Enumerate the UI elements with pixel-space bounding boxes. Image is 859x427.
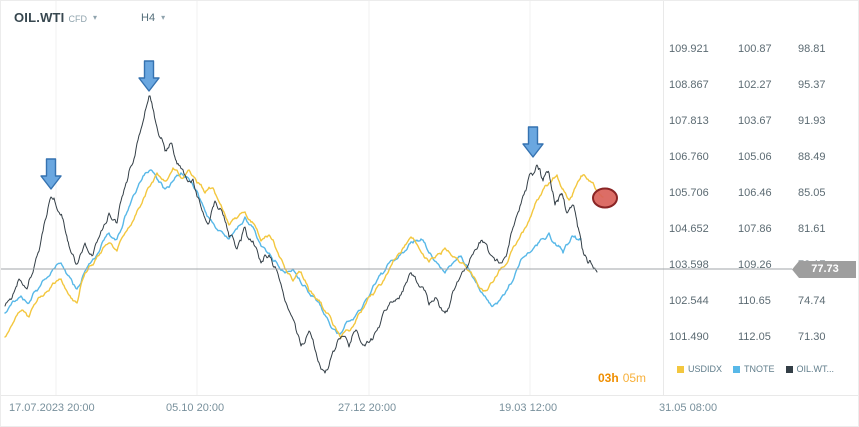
timeframe-label: H4: [141, 11, 156, 24]
down-arrow-annotation[interactable]: [138, 60, 160, 92]
legend-swatch-icon: [733, 365, 741, 373]
legend-item-TNOTE[interactable]: TNOTE: [733, 364, 775, 374]
candle-countdown: 03h 05m: [598, 371, 646, 385]
axis-divider: [1, 395, 858, 396]
series-line-OIL.WTI: [4, 95, 598, 374]
ellipse-annotation[interactable]: [592, 187, 618, 209]
instrument-symbol[interactable]: OIL.WTI: [14, 10, 65, 25]
current-price-value: 77.73: [811, 263, 839, 275]
legend-swatch-icon: [677, 365, 684, 373]
legend-item-USDIDX[interactable]: USDIDX: [677, 364, 722, 374]
legend-label: TNOTE: [744, 364, 775, 374]
chevron-down-icon[interactable]: ▾: [93, 13, 98, 22]
legend-label: USDIDX: [688, 364, 723, 374]
chart-legend: USDIDX TNOTE OIL.WT...: [677, 364, 834, 374]
legend-label: OIL.WT...: [796, 364, 835, 374]
down-arrow-annotation[interactable]: [40, 158, 62, 190]
series-line-TNOTE: [4, 169, 582, 335]
instrument-header: OIL.WTI CFD ▾ H4 ▾: [14, 10, 165, 25]
timeframe-select[interactable]: H4 ▾: [141, 12, 165, 24]
current-price-badge: 77.73: [792, 261, 856, 278]
down-arrow-annotation[interactable]: [522, 126, 544, 158]
legend-item-OILWT[interactable]: OIL.WT...: [785, 364, 835, 374]
series-line-USDIDX: [4, 167, 604, 339]
instrument-type-label: CFD: [68, 13, 88, 24]
panel-divider: [663, 1, 664, 395]
legend-swatch-icon: [785, 365, 793, 373]
countdown-minutes: 05m: [622, 371, 647, 385]
countdown-hours: 03h: [598, 371, 619, 385]
chevron-down-icon: ▾: [161, 13, 166, 22]
